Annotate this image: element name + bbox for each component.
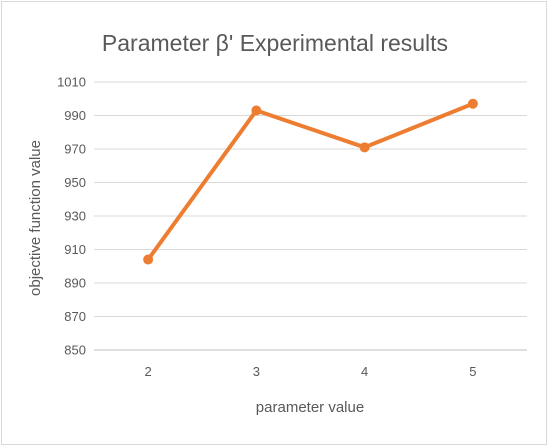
y-axis-label: objective function value — [27, 140, 44, 296]
x-axis-label: parameter value — [256, 399, 364, 416]
series-group — [143, 98, 478, 265]
y-tick-labels: 850 870 890 910 930 950 970 990 1010 — [57, 75, 86, 358]
y-tick-label-970: 970 — [64, 142, 86, 157]
x-tick-label-4: 4 — [361, 364, 368, 379]
y-tick-label-850: 850 — [64, 343, 86, 358]
y-tick-label-950: 950 — [64, 175, 86, 190]
y-tick-label-910: 910 — [64, 242, 86, 257]
x-tick-labels: 2 3 4 5 — [145, 364, 477, 379]
y-tick-label-870: 870 — [64, 309, 86, 324]
series-line-0 — [146, 101, 475, 262]
x-tick-label-2: 2 — [145, 364, 152, 379]
x-tick-label-3: 3 — [253, 364, 260, 379]
data-point-2 — [143, 254, 154, 265]
data-point-4 — [359, 142, 370, 153]
gridlines — [94, 81, 527, 351]
data-point-3 — [251, 105, 262, 116]
y-tick-label-890: 890 — [64, 276, 86, 291]
chart-title: Parameter β' Experimental results — [102, 30, 448, 56]
data-point-5 — [467, 98, 478, 109]
x-tick-label-5: 5 — [469, 364, 476, 379]
y-tick-label-1010: 1010 — [57, 75, 86, 90]
y-tick-label-990: 990 — [64, 108, 86, 123]
y-tick-label-930: 930 — [64, 209, 86, 224]
